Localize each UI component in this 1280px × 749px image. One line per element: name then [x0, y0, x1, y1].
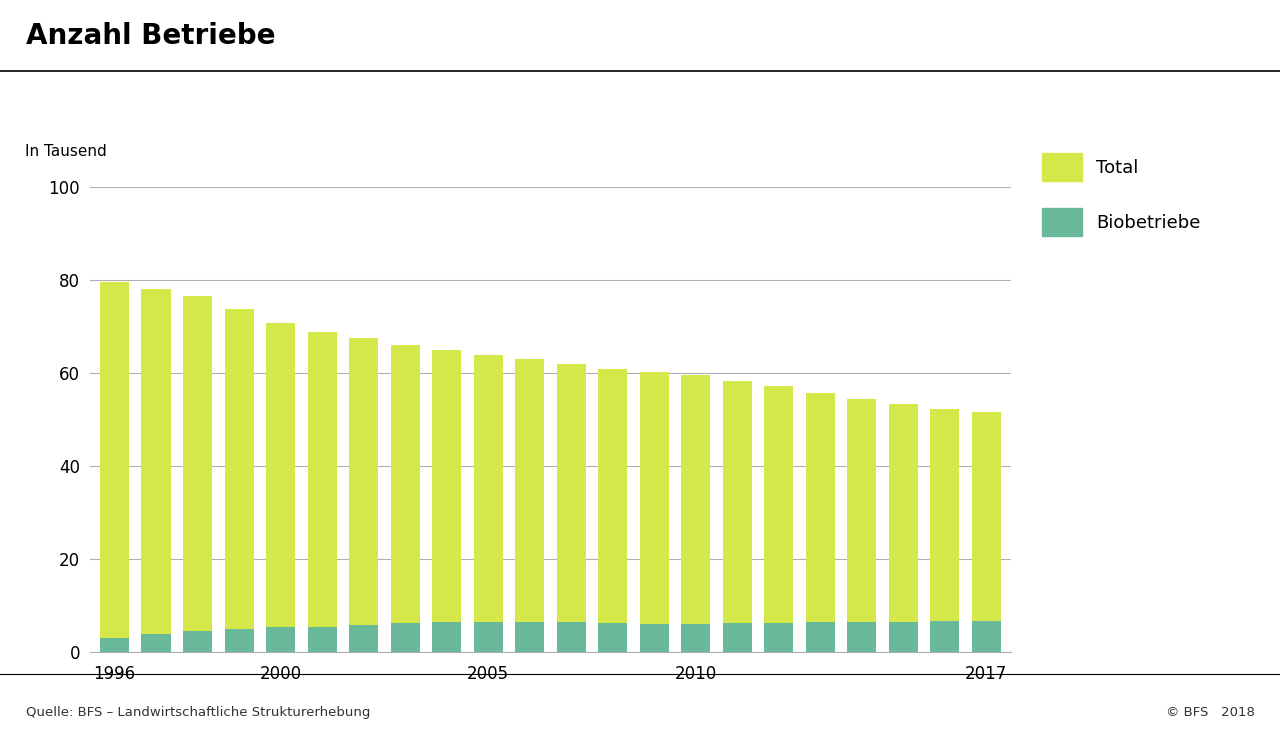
Bar — [433, 350, 461, 652]
Text: © BFS   2018: © BFS 2018 — [1166, 706, 1254, 719]
Bar — [307, 332, 337, 652]
Bar — [515, 359, 544, 652]
Bar — [640, 624, 668, 652]
Bar — [598, 623, 627, 652]
Bar — [142, 289, 170, 652]
Bar — [349, 339, 378, 652]
Bar — [972, 620, 1001, 652]
Bar — [100, 637, 129, 652]
Bar — [474, 355, 503, 652]
Bar — [307, 627, 337, 652]
Bar — [183, 631, 212, 652]
Bar — [224, 309, 253, 652]
Bar — [681, 375, 710, 652]
Bar — [224, 629, 253, 652]
Bar — [805, 393, 835, 652]
Bar — [888, 404, 918, 652]
Bar — [598, 369, 627, 652]
Text: Anzahl Betriebe: Anzahl Betriebe — [26, 22, 275, 50]
Bar — [142, 634, 170, 652]
Bar — [390, 345, 420, 652]
Bar — [390, 623, 420, 652]
Bar — [931, 409, 959, 652]
Bar — [349, 625, 378, 652]
Bar — [183, 296, 212, 652]
Bar — [266, 628, 296, 652]
Bar — [681, 624, 710, 652]
Text: Quelle: BFS – Landwirtschaftliche Strukturerhebung: Quelle: BFS – Landwirtschaftliche Strukt… — [26, 706, 370, 719]
Bar — [266, 324, 296, 652]
Bar — [805, 622, 835, 652]
Bar — [474, 622, 503, 652]
Bar — [764, 386, 794, 652]
Bar — [931, 622, 959, 652]
Bar — [100, 282, 129, 652]
Bar — [557, 364, 586, 652]
Bar — [847, 622, 877, 652]
Bar — [723, 623, 751, 652]
Legend: Total, Biobetriebe: Total, Biobetriebe — [1033, 144, 1210, 245]
Bar — [764, 623, 794, 652]
Bar — [723, 381, 751, 652]
Bar — [515, 622, 544, 652]
Bar — [433, 622, 461, 652]
Bar — [847, 399, 877, 652]
Bar — [972, 413, 1001, 652]
Bar — [640, 372, 668, 652]
Text: In Tausend: In Tausend — [26, 145, 106, 160]
Bar — [557, 622, 586, 652]
Bar — [888, 622, 918, 652]
